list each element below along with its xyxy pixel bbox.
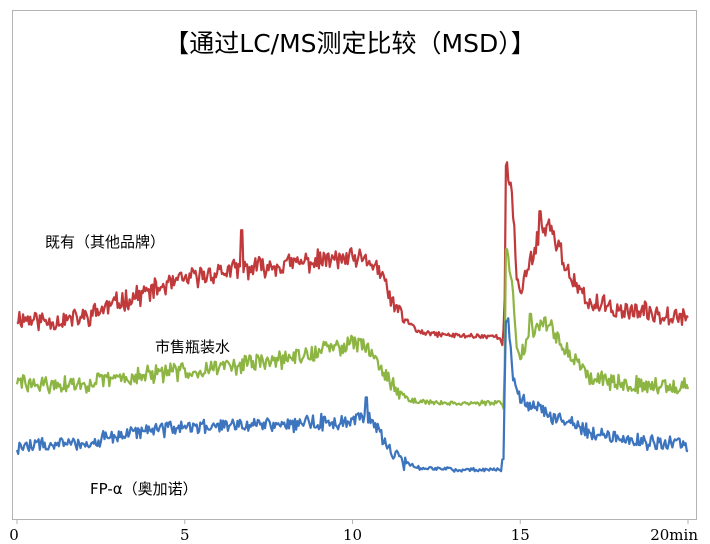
series-line-0 [16,161,689,347]
series-label-bottled-water: 市售瓶装水 [155,338,230,356]
series-label-existing-brand: 既有（其他品牌） [45,233,165,251]
x-tick-label-1: 5 [180,526,190,544]
x-tick-label-3: 15 [511,526,530,544]
x-tick-group: 0 5 10 15 20min [9,519,698,544]
series-line-2 [15,317,689,473]
series-line-1 [15,248,690,410]
series-group [15,161,690,473]
x-tick-label-4: 20min [650,526,698,544]
series-label-fp-alpha: FP-α（奥加诺） [90,480,198,498]
x-tick-label-2: 10 [343,526,362,544]
chart-title: 【通过LC/MS测定比较（MSD）】 [164,29,535,58]
plot-frame [12,10,697,520]
series-label-group: 既有（其他品牌） 市售瓶装水 FP-α（奥加诺） [45,233,230,498]
x-tick-label-0: 0 [9,526,19,544]
